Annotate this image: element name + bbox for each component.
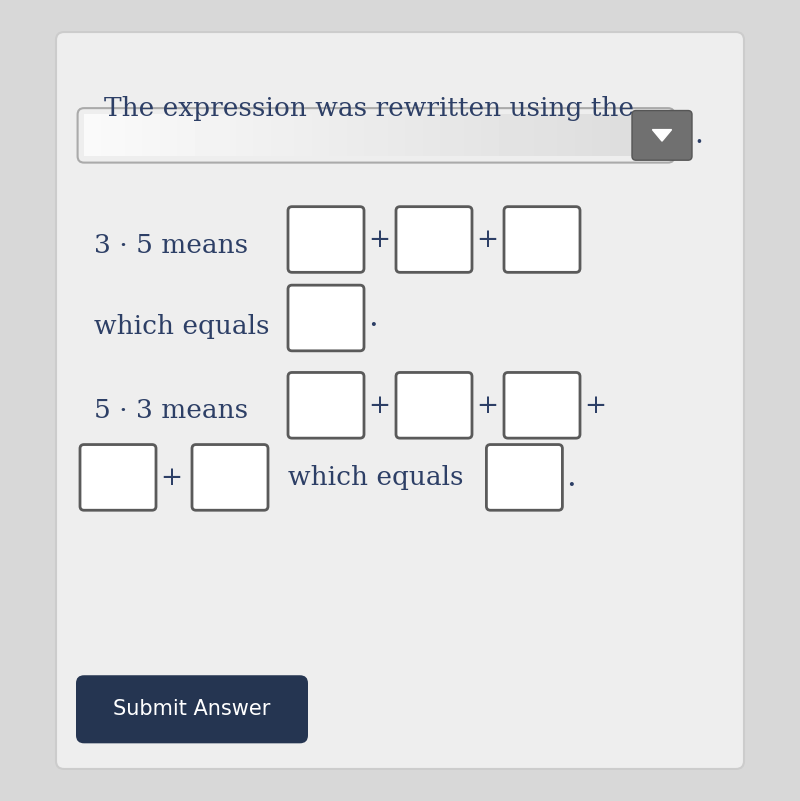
- Text: .: .: [368, 303, 378, 333]
- FancyBboxPatch shape: [504, 372, 580, 438]
- Text: +: +: [368, 392, 390, 418]
- FancyBboxPatch shape: [396, 207, 472, 272]
- FancyBboxPatch shape: [80, 445, 156, 510]
- FancyBboxPatch shape: [288, 372, 364, 438]
- Text: .: .: [694, 122, 703, 149]
- FancyBboxPatch shape: [288, 207, 364, 272]
- Text: 5 · 3 means: 5 · 3 means: [94, 397, 249, 423]
- Text: Submit Answer: Submit Answer: [114, 699, 270, 719]
- Text: 3 · 5 means: 3 · 5 means: [94, 233, 249, 259]
- Text: .: .: [566, 462, 576, 493]
- FancyBboxPatch shape: [486, 445, 562, 510]
- FancyBboxPatch shape: [76, 675, 308, 743]
- Text: which equals: which equals: [288, 465, 463, 490]
- Polygon shape: [653, 130, 672, 141]
- FancyBboxPatch shape: [56, 32, 744, 769]
- FancyBboxPatch shape: [632, 111, 692, 160]
- FancyBboxPatch shape: [288, 285, 364, 351]
- Text: which equals: which equals: [94, 313, 270, 339]
- FancyBboxPatch shape: [192, 445, 268, 510]
- Text: +: +: [476, 392, 498, 418]
- Text: +: +: [160, 465, 182, 490]
- Text: The expression was rewritten using the: The expression was rewritten using the: [104, 95, 634, 121]
- Text: +: +: [584, 392, 606, 418]
- Text: +: +: [476, 227, 498, 252]
- Text: +: +: [368, 227, 390, 252]
- FancyBboxPatch shape: [396, 372, 472, 438]
- FancyBboxPatch shape: [504, 207, 580, 272]
